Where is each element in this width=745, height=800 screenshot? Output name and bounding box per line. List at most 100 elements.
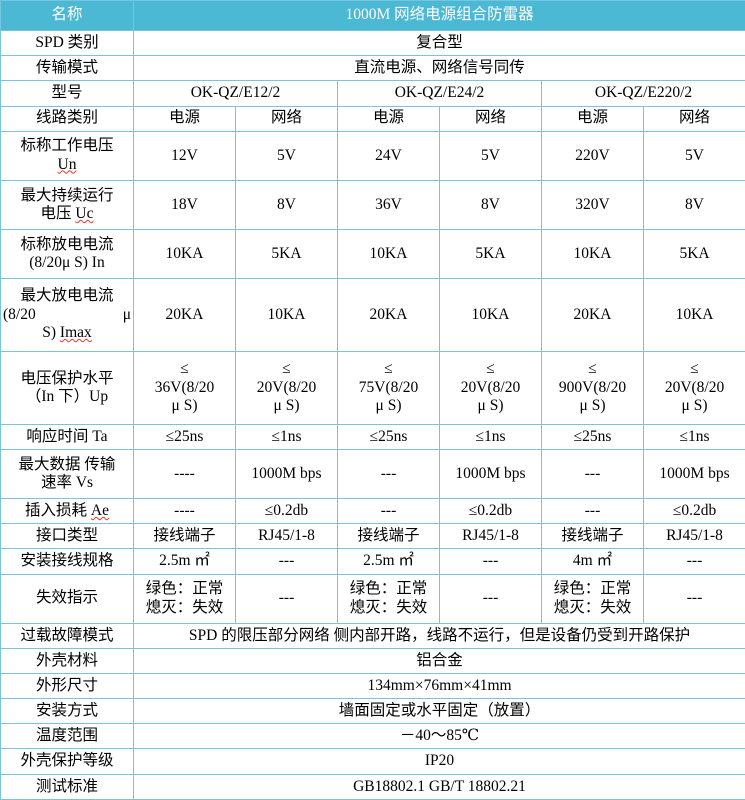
max-data-rate-value: ----: [133, 448, 236, 499]
nominal-discharge-current-value: 10KA: [541, 228, 644, 279]
row-label-response-time: 响应时间 Ta: [0, 423, 134, 450]
row-label-max-discharge-current: 最大放电电流 (8/20 μ S) Imax: [0, 277, 134, 352]
status-failed: 熄灭：失效: [349, 598, 428, 616]
response-time-value: ≤25ns: [541, 423, 644, 450]
max-discharge-current-value: 10KA: [235, 277, 338, 352]
value-main: 20V(8/20: [460, 378, 521, 396]
max-discharge-current-value: 20KA: [133, 277, 236, 352]
model-value-1: OK-QZ/E12/2: [133, 80, 338, 107]
label-text-line1: 最大放电电流: [20, 287, 114, 305]
table-row-ip-rating: 外壳保护等级 IP20: [0, 748, 745, 775]
label-text-left: (8/20: [3, 305, 36, 323]
row-value-ip-rating: IP20: [132, 748, 745, 775]
less-equal-symbol: ≤: [282, 360, 291, 378]
label-text-line1: 最大数据 传输: [18, 455, 116, 473]
header-name-label: 名称: [0, 0, 134, 31]
row-label-ip-rating: 外壳保护等级: [0, 748, 134, 775]
max-continuous-voltage-value: 8V: [642, 179, 745, 230]
label-text: 插入损耗: [25, 501, 91, 519]
max-data-rate-value: 1000M bps: [439, 448, 542, 499]
nominal-voltage-value: 24V: [337, 130, 440, 181]
label-text-prefix: 电压: [40, 204, 76, 222]
row-label-failure-indication: 失效指示: [0, 573, 134, 624]
value-tail: μ S): [579, 396, 606, 414]
max-data-rate-value: 1000M bps: [235, 448, 338, 499]
table-row-mounting: 安装方式 墙面固定或水平固定（放置）: [0, 698, 745, 725]
insertion-loss-value: ----: [133, 497, 236, 525]
row-label-spd-type: SPD 类别: [0, 29, 134, 57]
wiring-spec-value: ---: [439, 548, 542, 575]
table-row-model: 型号 OK-QZ/E12/2 OK-QZ/E24/2 OK-QZ/E220/2: [0, 80, 745, 107]
table-row-response-time: 响应时间 Ta ≤25ns ≤1ns ≤25ns ≤1ns ≤25ns ≤1ns: [0, 423, 745, 450]
label-text-line1: 标称工作电压: [20, 137, 114, 155]
insertion-loss-value: ≤0.2db: [642, 497, 745, 525]
voltage-protection-value: ≤ 900V(8/20 μ S): [541, 350, 644, 425]
response-time-value: ≤1ns: [235, 423, 338, 450]
row-label-model: 型号: [0, 80, 134, 107]
label-text-line2: 速率 Vs: [40, 473, 94, 491]
table-row-max-continuous-voltage: 最大持续运行 电压 Uc 18V 8V 36V 8V 320V 8V: [0, 179, 745, 230]
row-label-line-type: 线路类别: [0, 105, 134, 132]
label-symbol-imax: Imax: [59, 323, 92, 341]
insertion-loss-value: ---: [541, 497, 644, 525]
voltage-protection-value: ≤ 20V(8/20 μ S): [235, 350, 338, 425]
label-text-line2: 电压 Uc: [3, 205, 131, 223]
nominal-voltage-value: 220V: [541, 130, 644, 181]
insertion-loss-value: ≤0.2db: [235, 497, 338, 525]
table-row-dimensions: 外形尺寸 134mm×76mm×41mm: [0, 672, 745, 700]
table-row-line-type: 线路类别 电源 网络 电源 网络 电源 网络: [0, 105, 745, 132]
row-value-spd-type: 复合型: [132, 29, 745, 57]
table-row-overload-fault-mode: 过载故障模式 SPD 的限压部分网络 侧内部开路，线路不运行，但是设备仍受到开路…: [0, 622, 745, 649]
label-text-line2: (8/20 μ: [3, 306, 131, 324]
line-type-value: 电源: [337, 105, 440, 132]
row-label-nominal-voltage: 标称工作电压 Un: [0, 130, 134, 181]
max-continuous-voltage-value: 8V: [235, 179, 338, 230]
interface-type-value: RJ45/1-8: [642, 523, 745, 550]
row-label-shell-material: 外壳材料: [0, 647, 134, 674]
nominal-voltage-value: 12V: [133, 130, 236, 181]
label-text-line3: S) Imax: [3, 324, 131, 342]
interface-type-value: 接线端子: [541, 523, 644, 550]
max-continuous-voltage-value: 320V: [541, 179, 644, 230]
value-tail: μ S): [273, 396, 300, 414]
line-type-value: 网络: [439, 105, 542, 132]
status-normal: 绿色：正常: [553, 580, 632, 598]
line-type-value: 电源: [541, 105, 644, 132]
wiring-spec-value: 2.5m ㎡: [337, 548, 440, 575]
max-discharge-current-value: 20KA: [541, 277, 644, 352]
nominal-voltage-value: 5V: [439, 130, 542, 181]
row-label-max-continuous-voltage: 最大持续运行 电压 Uc: [0, 179, 134, 230]
row-label-overload-fault-mode: 过载故障模式: [0, 622, 134, 649]
line-type-value: 网络: [235, 105, 338, 132]
response-time-value: ≤25ns: [133, 423, 236, 450]
interface-type-value: RJ45/1-8: [235, 523, 338, 550]
row-label-wiring-spec: 安装接线规格: [0, 548, 134, 575]
value-main: 36V(8/20: [154, 378, 215, 396]
row-label-dimensions: 外形尺寸: [0, 672, 134, 700]
row-value-shell-material: 铝合金: [132, 647, 745, 674]
wiring-spec-value: 2.5m ㎡: [133, 548, 236, 575]
value-tail: μ S): [171, 396, 198, 414]
row-value-test-standard: GB18802.1 GB/T 18802.21: [132, 773, 745, 800]
row-value-mounting: 墙面固定或水平固定（放置）: [132, 698, 745, 725]
status-normal: 绿色：正常: [145, 580, 224, 598]
failure-indication-power: 绿色：正常 熄灭：失效: [337, 573, 440, 624]
value-main: 20V(8/20: [664, 378, 725, 396]
nominal-discharge-current-value: 5KA: [439, 228, 542, 279]
table-row-nominal-discharge-current: 标称放电电流 (8/20μ S) In 10KA 5KA 10KA 5KA 10…: [0, 228, 745, 279]
status-failed: 熄灭：失效: [145, 598, 224, 616]
table-row-wiring-spec: 安装接线规格 2.5m ㎡ --- 2.5m ㎡ --- 4m ㎡ ---: [0, 548, 745, 575]
nominal-discharge-current-value: 5KA: [235, 228, 338, 279]
label-text-line1: 电压保护水平: [20, 369, 114, 387]
value-main: 75V(8/20: [358, 378, 419, 396]
row-label-transmission-mode: 传输模式: [0, 55, 134, 82]
insertion-loss-value: ≤0.2db: [439, 497, 542, 525]
value-main: 20V(8/20: [256, 378, 317, 396]
row-label-temperature-range: 温度范围: [0, 723, 134, 750]
wiring-spec-value: ---: [642, 548, 745, 575]
less-equal-symbol: ≤: [690, 360, 699, 378]
table-row-transmission-mode: 传输模式 直流电源、网络信号同传: [0, 55, 745, 82]
header-title: 1000M 网络电源组合防雷器: [132, 0, 745, 31]
wiring-spec-value: ---: [235, 548, 338, 575]
row-label-voltage-protection-level: 电压保护水平 （In 下）Up: [0, 350, 134, 425]
